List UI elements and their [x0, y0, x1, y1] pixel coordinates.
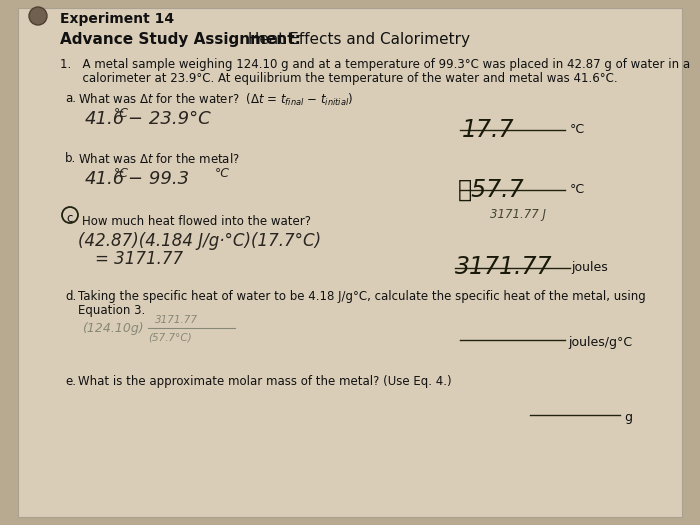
Text: (124.10g): (124.10g): [82, 322, 144, 335]
Text: ⁲57.7: ⁲57.7: [458, 178, 524, 202]
Text: g: g: [624, 411, 632, 424]
Text: 3171.77 J: 3171.77 J: [490, 208, 546, 221]
Text: joules: joules: [571, 261, 608, 274]
Circle shape: [29, 7, 47, 25]
Text: What was $\Delta t$ for the water?  ($\Delta t$ = $t_{final}$ $-$ $t_{initial}$): What was $\Delta t$ for the water? ($\De…: [78, 92, 354, 108]
Text: e.: e.: [65, 375, 76, 388]
Text: calorimeter at 23.9°C. At equilibrium the temperature of the water and metal was: calorimeter at 23.9°C. At equilibrium th…: [60, 72, 617, 85]
Text: °C: °C: [570, 123, 585, 136]
Text: d.: d.: [65, 290, 76, 303]
Text: = 3171.77: = 3171.77: [95, 250, 183, 268]
Text: 41.6: 41.6: [85, 170, 125, 188]
Text: c.: c.: [66, 212, 76, 225]
Text: How much heat flowed into the water?: How much heat flowed into the water?: [82, 215, 311, 228]
Text: (42.87)(4.184 J/g·°C)(17.7°C): (42.87)(4.184 J/g·°C)(17.7°C): [78, 232, 321, 250]
Text: (57.7°C): (57.7°C): [148, 332, 192, 342]
Text: 3171.77: 3171.77: [455, 255, 552, 279]
Text: Advance Study Assignment:: Advance Study Assignment:: [60, 32, 301, 47]
Text: b.: b.: [65, 152, 76, 165]
Text: Heat Effects and Calorimetry: Heat Effects and Calorimetry: [243, 32, 470, 47]
Text: Experiment 14: Experiment 14: [60, 12, 174, 26]
Text: a.: a.: [65, 92, 76, 105]
Text: − 99.3: − 99.3: [128, 170, 189, 188]
Text: °C: °C: [114, 167, 129, 180]
Text: 1.   A metal sample weighing 124.10 g and at a temperature of 99.3°C was placed : 1. A metal sample weighing 124.10 g and …: [60, 58, 690, 71]
Text: − 23.9°C: − 23.9°C: [128, 110, 211, 128]
Text: °C: °C: [114, 107, 129, 120]
Text: 3171.77: 3171.77: [155, 315, 198, 325]
Text: 41.6: 41.6: [85, 110, 125, 128]
Text: °C: °C: [215, 167, 230, 180]
Text: 17.7: 17.7: [462, 118, 514, 142]
Text: What is the approximate molar mass of the metal? (Use Eq. 4.): What is the approximate molar mass of th…: [78, 375, 452, 388]
Text: Equation 3.: Equation 3.: [78, 304, 146, 317]
Text: joules/g°C: joules/g°C: [568, 336, 632, 349]
FancyBboxPatch shape: [18, 8, 682, 517]
Text: Taking the specific heat of water to be 4.18 J/g°C, calculate the specific heat : Taking the specific heat of water to be …: [78, 290, 645, 303]
Text: °C: °C: [570, 183, 585, 196]
Text: What was $\Delta t$ for the metal?: What was $\Delta t$ for the metal?: [78, 152, 239, 166]
